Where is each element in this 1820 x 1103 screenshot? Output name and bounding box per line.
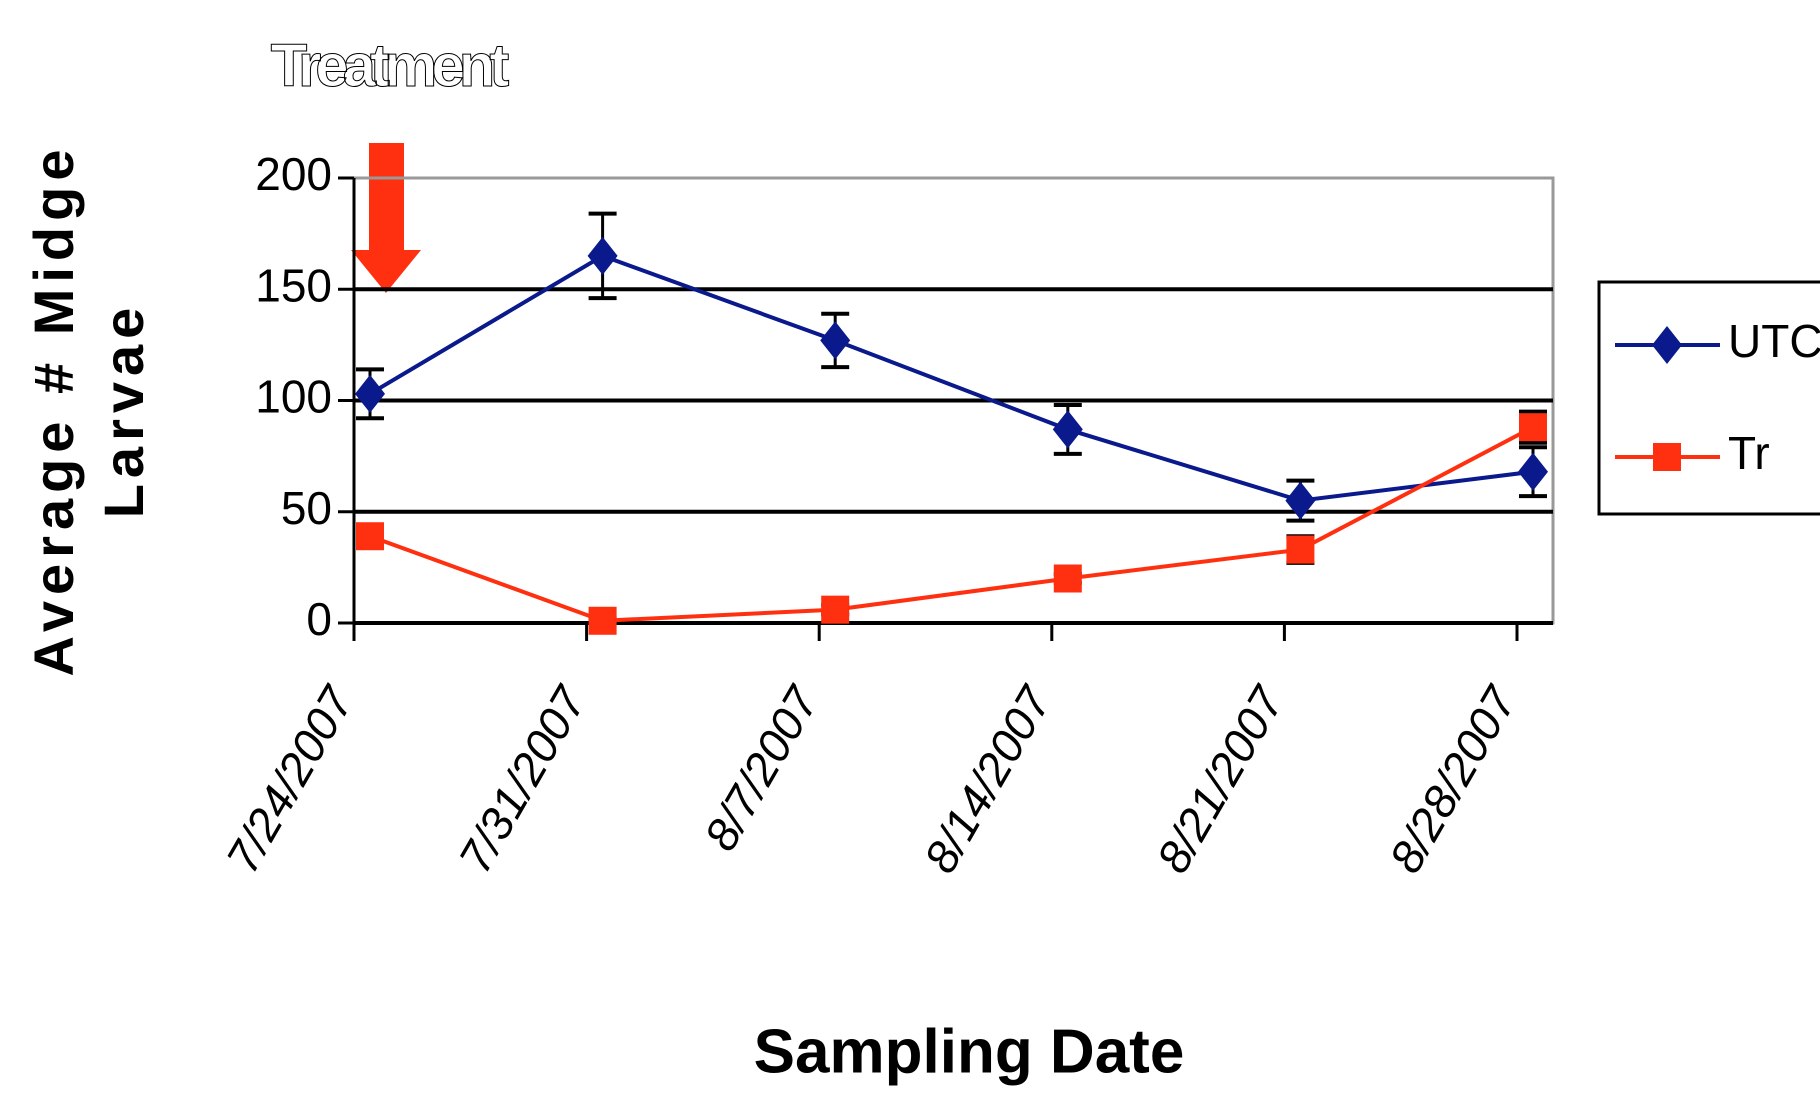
y-tick-label: 200: [255, 148, 332, 200]
data-point: [821, 595, 850, 624]
series-line: [369, 425, 1534, 623]
y-tick-label: 0: [306, 593, 332, 645]
annotation: Treatment: [271, 32, 510, 99]
data-point: [1285, 481, 1316, 520]
legend-box: [1597, 280, 1820, 516]
data-point: [1053, 564, 1082, 593]
y-axis-title-line: Larvae: [92, 302, 155, 519]
data-point: [356, 522, 384, 551]
data-point: [820, 321, 851, 360]
x-tick-label: 8/14/2007: [914, 677, 1062, 881]
y-tick-label: 50: [281, 482, 332, 534]
arrow-shaft: [369, 143, 404, 251]
data-point: [587, 236, 618, 275]
x-tick-label: 7/31/2007: [448, 677, 596, 881]
y-axis-title-line: Average # Midge: [22, 144, 85, 677]
x-tick-label: 8/21/2007: [1146, 677, 1294, 881]
data-point: [355, 374, 385, 413]
data-point: [1052, 410, 1083, 449]
legend-label: UTC: [1728, 315, 1820, 367]
y-axis-title: Average # Midge Larvae: [22, 144, 155, 677]
legend-marker: [1653, 443, 1681, 471]
data-point: [588, 606, 617, 635]
data-point: [1518, 452, 1548, 491]
data-point: [1519, 413, 1547, 442]
treatment-arrow: [351, 143, 421, 293]
legend-label: Tr: [1728, 427, 1770, 479]
data-point: [1286, 535, 1315, 564]
y-tick-label: 100: [255, 371, 332, 423]
x-tick-label: 7/24/2007: [216, 677, 364, 881]
x-tick-label: 8/28/2007: [1379, 677, 1527, 881]
x-axis-title: Sampling Date: [754, 1017, 1185, 1086]
arrow-head: [351, 250, 421, 293]
x-tick-label: 8/7/2007: [694, 677, 829, 859]
y-tick-label: 150: [255, 259, 332, 311]
legend-marker: [1652, 326, 1682, 364]
series-line: [368, 253, 1534, 503]
